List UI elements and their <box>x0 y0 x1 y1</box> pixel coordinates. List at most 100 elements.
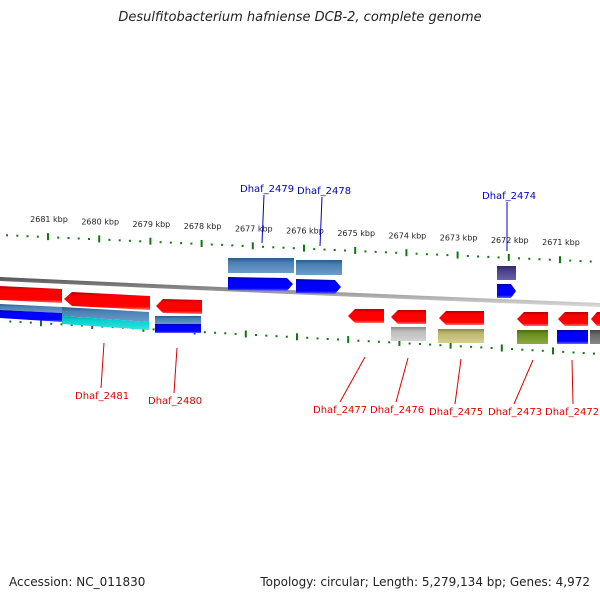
gene-arrow-dhaf-2477[interactable] <box>348 309 384 323</box>
outer-minor-tick <box>487 255 490 258</box>
outer-minor-tick <box>88 238 90 240</box>
outer-major-tick <box>354 246 357 254</box>
genome-title: Desulfitobacterium hafniense DCB-2, comp… <box>118 10 482 25</box>
outer-minor-tick <box>36 235 39 238</box>
kbp-label: 2678 kbp <box>184 222 222 231</box>
inner-minor-tick <box>9 320 12 323</box>
cog-bar-dhaf-2479[interactable] <box>228 258 294 273</box>
outer-minor-tick <box>466 255 469 257</box>
inner-minor-tick <box>367 340 370 343</box>
inner-major-tick <box>296 333 298 341</box>
outer-minor-tick <box>139 240 142 243</box>
inner-major-tick <box>552 347 554 355</box>
outer-minor-tick <box>425 253 428 256</box>
inner-major-tick <box>40 319 42 327</box>
gene-label-dhaf-2481[interactable]: Dhaf_2481 <box>75 391 129 402</box>
cds-bar-dhaf-2481[interactable] <box>62 316 149 330</box>
outer-major-tick <box>507 253 510 261</box>
gene-label-dhaf-2477[interactable]: Dhaf_2477 <box>313 405 367 416</box>
kbp-label: 2681 kbp <box>30 215 68 224</box>
gene-label-dhaf-2472[interactable]: Dhaf_2472 <box>545 407 599 418</box>
kbp-label: 2673 kbp <box>440 234 478 243</box>
inner-minor-tick <box>224 332 227 335</box>
outer-minor-tick <box>395 251 398 254</box>
outer-minor-tick <box>292 247 295 250</box>
inner-minor-tick <box>234 332 237 335</box>
inner-minor-tick <box>214 331 217 334</box>
cog-bar-dhaf-2478[interactable] <box>296 260 342 275</box>
kbp-label: 2680 kbp <box>81 218 119 227</box>
inner-minor-tick <box>439 344 442 347</box>
inner-minor-tick <box>480 346 483 349</box>
inner-major-tick <box>347 336 350 344</box>
gene-label-dhaf-2480[interactable]: Dhaf_2480 <box>148 396 202 407</box>
gene-label-dhaf-2475[interactable]: Dhaf_2475 <box>429 407 483 418</box>
cog-bar-dhaf-2480[interactable] <box>155 316 201 325</box>
cog-bar-dhaf-2481[interactable] <box>62 307 149 322</box>
gene-arrow-dhaf-2474[interactable] <box>497 284 516 298</box>
gene-arrow-dhaf-2476[interactable] <box>391 310 426 324</box>
gene-label-dhaf-2474[interactable]: Dhaf_2474 <box>482 191 536 202</box>
gene-arrow-dhaf-2479[interactable] <box>228 277 293 291</box>
gene-label-dhaf-2473[interactable]: Dhaf_2473 <box>488 407 542 418</box>
inner-minor-tick <box>255 334 257 336</box>
outer-minor-tick <box>538 258 541 261</box>
leader-line-dhaf-2479 <box>261 194 265 244</box>
gene-arrow-dhaf-2478[interactable] <box>296 279 341 294</box>
gene-arrow-dhaf-2475[interactable] <box>439 311 484 325</box>
outer-minor-tick <box>67 237 70 239</box>
gene-label-dhaf-2476[interactable]: Dhaf_2476 <box>370 405 424 416</box>
inner-minor-tick <box>81 324 83 327</box>
cog-bar-dhaf-2476[interactable] <box>391 327 426 341</box>
inner-minor-tick <box>377 340 380 343</box>
gene-arrow-dhaf-2482[interactable] <box>0 286 62 303</box>
cog-bar-dhaf-2473[interactable] <box>517 330 548 344</box>
leader-line-dhaf-2476 <box>395 357 409 403</box>
inner-minor-tick <box>490 347 493 349</box>
gene-arrow-dhaf-2480[interactable] <box>156 299 202 314</box>
gene-arrow-dhaf-2472[interactable] <box>558 312 588 326</box>
outer-minor-tick <box>231 244 234 247</box>
kbp-label-group: 2681 kbp 2680 kbp 2679 kbp 2678 kbp 2677 kbp… <box>30 215 580 247</box>
inner-major-tick <box>449 341 452 349</box>
cog-bar-dhaf-2471[interactable] <box>590 330 600 344</box>
gene-arrow-dhaf-2471[interactable] <box>591 312 600 326</box>
outer-minor-tick <box>26 235 29 238</box>
inner-minor-tick <box>521 348 524 351</box>
outer-minor-tick <box>241 244 244 247</box>
cds-bar-dhaf-2482[interactable] <box>0 310 62 322</box>
gene-arrow-dhaf-2473[interactable] <box>517 312 548 326</box>
inner-minor-tick <box>70 323 73 326</box>
forward-features <box>228 258 516 298</box>
inner-minor-tick <box>275 335 278 338</box>
outer-minor-tick <box>272 246 275 249</box>
leader-line-dhaf-2480 <box>173 347 178 394</box>
cds-bar-dhaf-2480[interactable] <box>155 324 201 333</box>
outer-minor-tick <box>344 249 346 252</box>
cog-bar-dhaf-2472[interactable] <box>557 330 588 344</box>
outer-minor-tick <box>77 237 80 240</box>
inner-major-tick <box>398 338 401 346</box>
inner-minor-tick <box>265 334 268 337</box>
gene-arrow-dhaf-2481[interactable] <box>64 292 150 310</box>
outer-minor-tick <box>221 243 224 246</box>
outer-minor-tick <box>374 250 377 253</box>
inner-minor-tick <box>429 343 432 346</box>
leader-line-dhaf-2477 <box>339 356 366 403</box>
outer-major-tick <box>200 240 203 247</box>
outer-minor-tick <box>497 256 500 259</box>
gene-label-dhaf-2479[interactable]: Dhaf_2479 <box>240 184 294 195</box>
kbp-label: 2675 kbp <box>337 229 375 238</box>
genome-summary-text: Topology: circular; Length: 5,279,134 bp… <box>260 575 590 589</box>
outer-minor-tick <box>108 238 111 241</box>
gene-label-dhaf-2478[interactable]: Dhaf_2478 <box>297 186 351 197</box>
outer-minor-tick <box>169 241 172 244</box>
kbp-label: 2676 kbp <box>286 227 324 236</box>
cog-bar-dhaf-2474[interactable] <box>497 266 516 280</box>
inner-minor-tick <box>459 345 462 348</box>
outer-minor-tick <box>6 234 8 237</box>
outer-minor-tick <box>210 243 213 246</box>
outer-minor-tick <box>159 241 162 244</box>
inner-minor-tick <box>408 342 411 345</box>
cog-bar-dhaf-2475[interactable] <box>438 329 484 343</box>
